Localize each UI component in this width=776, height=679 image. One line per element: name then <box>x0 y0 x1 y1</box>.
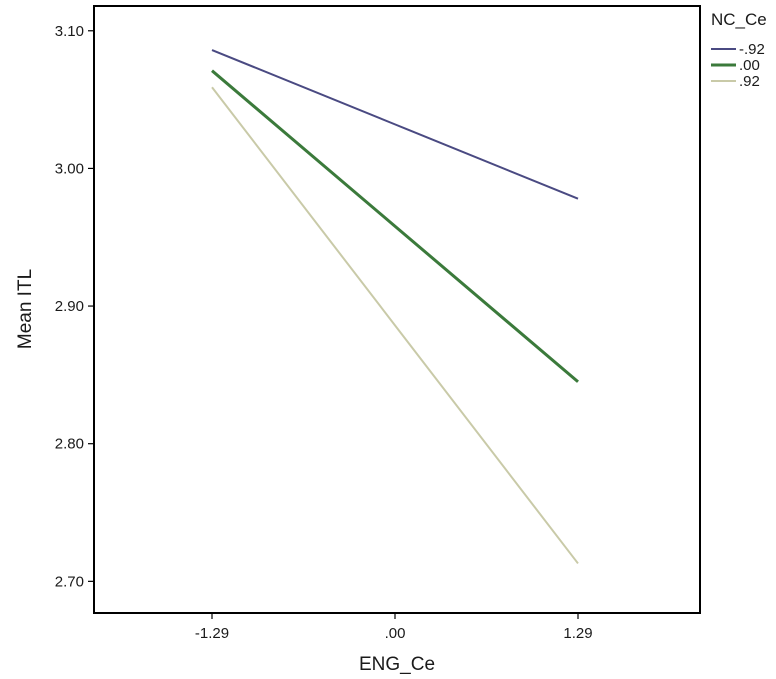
y-tick-label: 3.10 <box>55 23 84 40</box>
plot-frame <box>93 5 701 614</box>
y-tick-label: 2.70 <box>55 573 84 590</box>
x-axis-title: ENG_Ce <box>359 654 435 675</box>
legend-label: .00 <box>739 57 760 74</box>
y-tick-label: 3.00 <box>55 160 84 177</box>
y-tick-label: 2.90 <box>55 298 84 315</box>
x-tick-label: .00 <box>385 625 406 642</box>
x-tick-label: 1.29 <box>563 625 592 642</box>
series-lines <box>211 49 579 565</box>
series-line <box>211 69 579 383</box>
y-tick-label: 2.80 <box>55 436 84 453</box>
x-tick-label: -1.29 <box>195 625 229 642</box>
y-axis: 2.70 2.80 2.90 3.00 3.10 <box>55 23 94 590</box>
legend-label: -.92 <box>739 41 765 58</box>
legend: NC_Ce -.92.00.92 <box>711 10 767 90</box>
legend-label: .92 <box>739 73 760 90</box>
x-axis: -1.29 .00 1.29 <box>195 613 593 642</box>
y-axis-title: Mean ITL <box>15 269 36 349</box>
series-line <box>211 86 579 565</box>
legend-title: NC_Ce <box>711 10 767 29</box>
series-line <box>211 49 579 200</box>
